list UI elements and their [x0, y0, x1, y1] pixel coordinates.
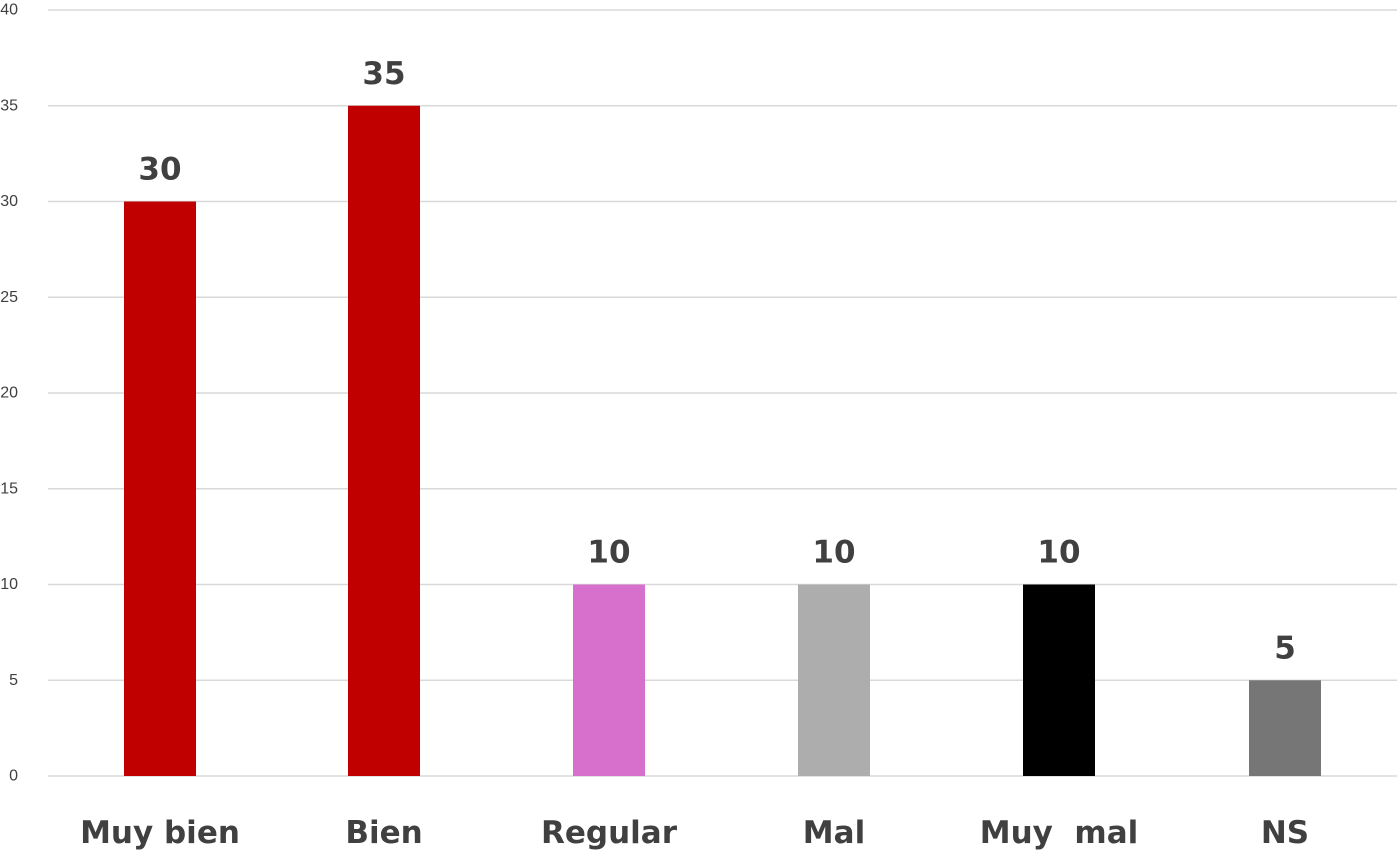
- y-tick-label: 5: [9, 672, 18, 689]
- bars: [124, 105, 1321, 776]
- y-axis-tick-labels: 0 5 10 15 20 25 30 35 40: [0, 2, 18, 785]
- bar: [1249, 680, 1321, 776]
- data-label: 10: [812, 535, 855, 571]
- bar: [573, 584, 645, 776]
- y-tick-label: 10: [0, 576, 18, 593]
- x-tick-label: Mal: [803, 815, 865, 851]
- y-tick-label: 25: [0, 289, 18, 306]
- bar: [348, 105, 420, 776]
- data-labels: 30 35 10 10 10 5: [138, 56, 1295, 667]
- y-tick-label: 30: [0, 193, 18, 210]
- y-tick-label: 20: [0, 385, 18, 402]
- gridlines: [48, 9, 1397, 777]
- y-tick-label: 35: [0, 97, 18, 114]
- x-tick-label: Regular: [541, 815, 678, 851]
- data-label: 35: [362, 56, 405, 92]
- data-label: 30: [138, 152, 181, 188]
- x-tick-label: Muy mal: [980, 815, 1139, 851]
- bar: [124, 201, 196, 776]
- data-label: 5: [1274, 630, 1296, 666]
- y-tick-label: 0: [9, 768, 18, 785]
- data-label: 10: [587, 535, 630, 571]
- y-tick-label: 40: [0, 2, 18, 19]
- x-axis-tick-labels: Muy bien Bien Regular Mal Muy mal NS: [80, 815, 1309, 851]
- bar: [798, 584, 870, 776]
- data-label: 10: [1037, 535, 1080, 571]
- x-tick-label: NS: [1261, 815, 1309, 851]
- y-tick-label: 15: [0, 480, 18, 497]
- bar: [1023, 584, 1095, 776]
- x-tick-label: Bien: [345, 815, 422, 851]
- x-tick-label: Muy bien: [80, 815, 240, 851]
